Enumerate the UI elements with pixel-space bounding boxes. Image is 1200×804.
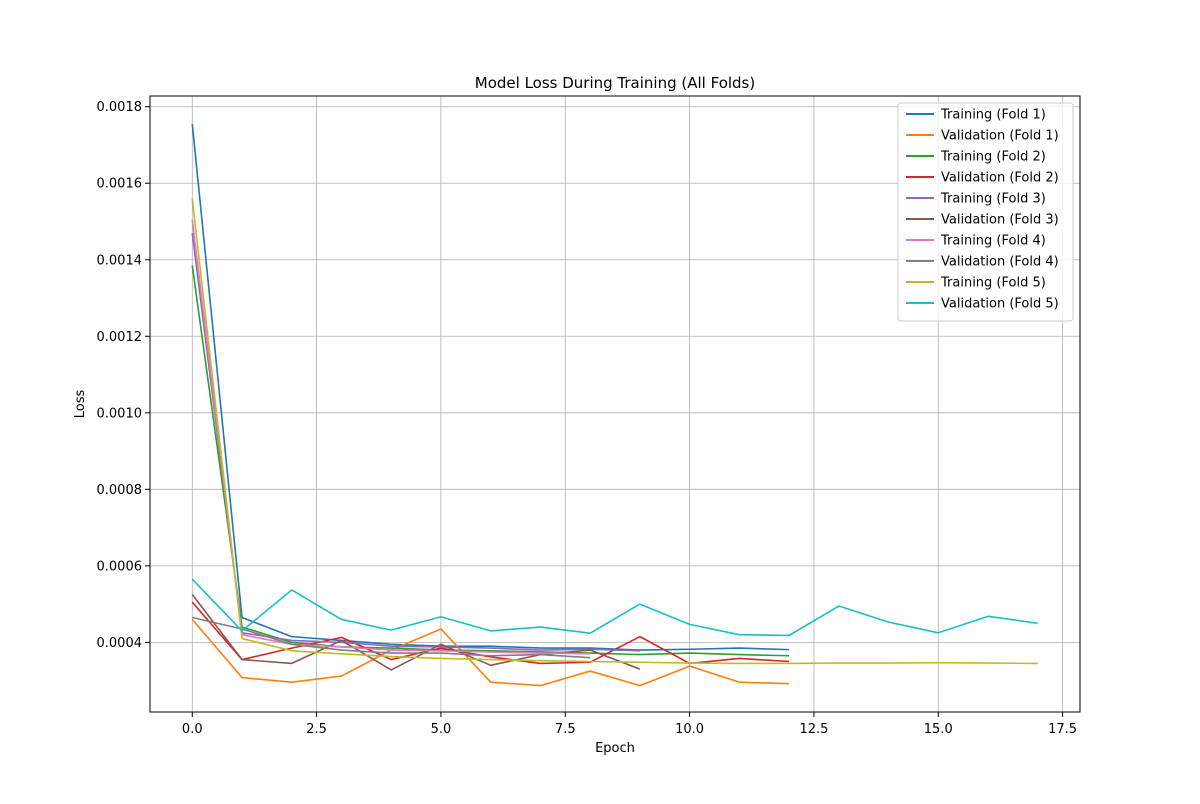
y-tick-label: 0.0008 — [97, 483, 143, 498]
y-axis-ticks: 0.0004 0.0006 0.0008 0.0010 0.0012 0.0014 0.00… — [97, 100, 150, 651]
chart-title: Model Loss During Training (All Folds) — [475, 74, 755, 92]
series-line-10 — [191, 578, 1038, 637]
legend-label: Validation (Fold 2) — [941, 171, 1059, 186]
legend-label: Training (Fold 5) — [940, 276, 1046, 291]
y-tick-label: 0.0016 — [97, 177, 143, 192]
series-line-2 — [191, 618, 790, 687]
x-tick-label: 17.5 — [1048, 722, 1077, 737]
plot-frame — [149, 95, 1081, 713]
x-tick-label: 2.5 — [306, 722, 327, 737]
x-axis-label: Epoch — [595, 741, 635, 756]
legend: Training (Fold 1) Validation (Fold 1) Trai… — [897, 102, 1074, 322]
x-tick-label: 5.0 — [431, 722, 452, 737]
x-tick-label: 12.5 — [799, 722, 828, 737]
y-tick-label: 0.0018 — [97, 100, 143, 115]
legend-label: Training (Fold 2) — [940, 150, 1046, 165]
series-line-1 — [191, 123, 790, 651]
legend-label: Validation (Fold 5) — [941, 297, 1059, 312]
legend-label: Validation (Fold 1) — [941, 129, 1059, 144]
x-tick-label: 0.0 — [182, 722, 203, 737]
legend-box — [897, 102, 1074, 322]
series-line-7 — [191, 219, 591, 655]
x-tick-label: 15.0 — [924, 722, 953, 737]
x-axis-ticks: 0.0 2.5 5.0 7.5 10.0 12.5 15.0 17.5 — [182, 712, 1077, 737]
series-line-3 — [191, 265, 790, 657]
legend-label: Validation (Fold 3) — [941, 213, 1059, 228]
y-tick-label: 0.0014 — [97, 253, 143, 268]
legend-label: Validation (Fold 4) — [941, 255, 1059, 270]
x-tick-label: 7.5 — [555, 722, 576, 737]
legend-label: Training (Fold 1) — [940, 108, 1046, 123]
y-axis-label: Loss — [73, 390, 88, 419]
y-tick-label: 0.0004 — [97, 636, 143, 651]
legend-label: Training (Fold 4) — [940, 234, 1046, 249]
x-tick-label: 10.0 — [675, 722, 704, 737]
y-tick-label: 0.0010 — [97, 406, 143, 421]
y-tick-label: 0.0006 — [97, 559, 143, 574]
series-line-8 — [192, 616, 591, 659]
series-lines — [191, 123, 1038, 687]
legend-label: Training (Fold 3) — [940, 192, 1046, 207]
y-tick-label: 0.0012 — [97, 330, 143, 345]
series-line-9 — [191, 198, 1038, 665]
